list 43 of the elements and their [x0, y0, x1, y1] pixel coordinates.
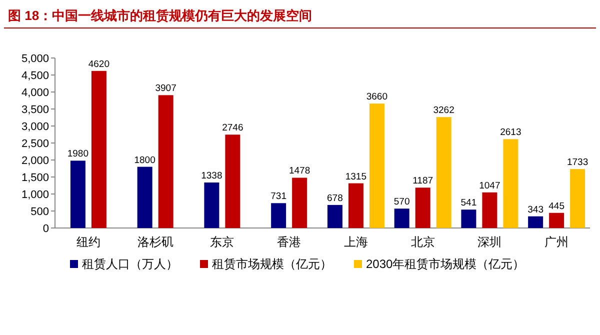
x-tick-label: 洛杉矶 [137, 235, 174, 249]
data-label: 1047 [479, 180, 500, 192]
chart-title: 图 18：中国一线城市的租赁规模仍有巨大的发展空间 [8, 8, 312, 23]
y-tick-label: 3,000 [21, 121, 49, 133]
data-label: 731 [270, 191, 286, 202]
data-label: 3262 [433, 105, 454, 116]
x-tick-label: 纽约 [76, 235, 100, 249]
data-label: 2613 [500, 127, 522, 138]
data-label: 2746 [222, 122, 244, 134]
data-label: 1315 [345, 171, 367, 182]
data-label: 1478 [288, 166, 310, 177]
data-label: 4620 [88, 58, 110, 70]
data-label: 1800 [134, 154, 156, 166]
y-tick-label: 5,000 [21, 53, 49, 65]
y-tick-label: 2,500 [21, 138, 49, 150]
data-label: 343 [528, 204, 544, 216]
y-tick-label: 1,500 [21, 172, 49, 184]
data-label: 1733 [566, 157, 588, 168]
y-tick-label: 3,500 [21, 104, 49, 116]
x-tick-label: 上海 [344, 235, 368, 249]
y-tick-label: 2,000 [21, 155, 49, 167]
data-label: 3907 [155, 83, 176, 94]
data-label: 3660 [366, 92, 388, 103]
data-label: 1980 [67, 148, 89, 160]
y-tick-label: 4,000 [21, 87, 49, 99]
data-label: 678 [327, 192, 343, 204]
y-tick-label: 500 [30, 206, 49, 218]
x-tick-label: 北京 [410, 235, 435, 249]
x-tick-label: 香港 [277, 235, 302, 249]
legend-label: 2030年租赁市场规模（亿元） [366, 257, 525, 271]
data-label: 1187 [412, 176, 434, 187]
data-label: 445 [548, 200, 564, 212]
y-tick-label: 0 [42, 223, 49, 235]
x-tick-label: 广州 [544, 235, 569, 249]
y-tick-label: 4,500 [21, 70, 49, 82]
data-label: 1338 [201, 170, 222, 182]
x-tick-label: 深圳 [478, 235, 502, 249]
x-tick-label: 东京 [210, 235, 234, 249]
data-label: 570 [394, 196, 410, 208]
legend-label: 租赁市场规模（亿元） [212, 257, 332, 271]
y-tick-label: 1,000 [21, 189, 49, 201]
legend-label: 租赁人口（万人） [82, 257, 178, 271]
data-label: 541 [460, 198, 477, 209]
